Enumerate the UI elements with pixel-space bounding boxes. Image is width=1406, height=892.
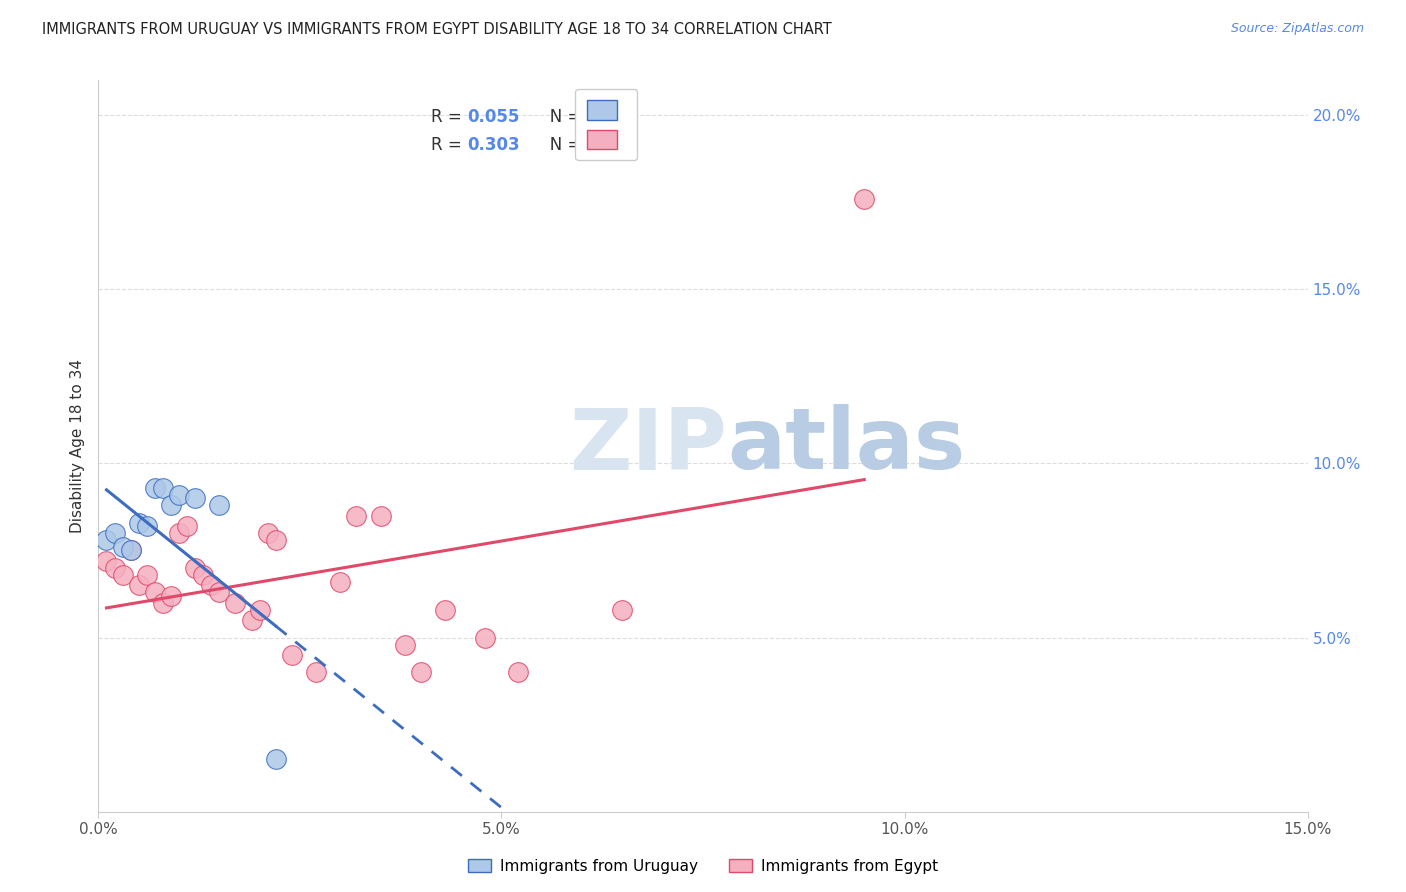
Text: IMMIGRANTS FROM URUGUAY VS IMMIGRANTS FROM EGYPT DISABILITY AGE 18 TO 34 CORRELA: IMMIGRANTS FROM URUGUAY VS IMMIGRANTS FR… [42,22,832,37]
Point [612,603,634,617]
Point [96,554,118,568]
Legend: Immigrants from Uruguay, Immigrants from Egypt: Immigrants from Uruguay, Immigrants from… [463,853,943,880]
Point [853,192,876,206]
Point [409,665,432,680]
Text: 0.055: 0.055 [467,108,520,126]
Point [224,596,246,610]
Point [103,526,125,541]
Point [135,567,157,582]
Point [394,638,416,652]
Legend: , : , [575,88,637,161]
Point [200,578,222,592]
Point [474,631,496,645]
Point [184,561,207,575]
Point [344,508,367,523]
Point [152,596,174,610]
Point [103,561,125,575]
Text: N =: N = [534,136,586,153]
Point [264,533,287,547]
Point [184,491,207,506]
Point [208,498,231,512]
Point [128,578,150,592]
Point [152,481,174,495]
Point [249,603,271,617]
Point [256,526,278,541]
Point [96,533,118,547]
Point [370,508,392,523]
Point [120,543,142,558]
Y-axis label: Disability Age 18 to 34: Disability Age 18 to 34 [69,359,84,533]
Point [193,567,215,582]
Point [506,665,529,680]
Point [434,603,457,617]
Point [264,752,287,766]
Point [329,574,352,589]
Point [111,540,134,554]
Point [167,488,190,502]
Text: 13: 13 [588,108,612,126]
Point [135,519,157,533]
Text: ZIP: ZIP [569,404,727,488]
Point [111,567,134,582]
Point [120,543,142,558]
Text: N =: N = [534,108,586,126]
Point [160,498,183,512]
Text: atlas: atlas [727,404,966,488]
Point [128,516,150,530]
Point [167,526,190,541]
Point [208,585,231,599]
Point [281,648,304,662]
Text: 0.303: 0.303 [467,136,520,153]
Point [143,481,166,495]
Point [160,589,183,603]
Point [240,613,263,627]
Text: Source: ZipAtlas.com: Source: ZipAtlas.com [1230,22,1364,36]
Text: R =: R = [432,136,467,153]
Point [305,665,328,680]
Text: 32: 32 [588,136,612,153]
Point [176,519,198,533]
Text: R =: R = [432,108,467,126]
Point [143,585,166,599]
